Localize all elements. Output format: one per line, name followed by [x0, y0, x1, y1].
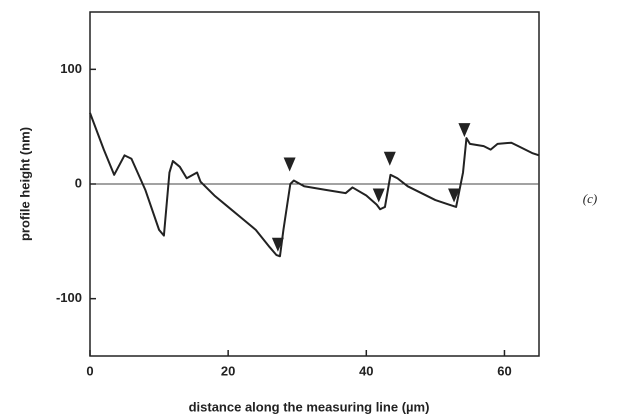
- x-tick-label: 60: [497, 363, 511, 378]
- y-tick-label: 100: [60, 61, 82, 76]
- profile-line: [89, 112, 540, 258]
- y-axis-label: profile height (nm): [17, 127, 32, 241]
- triangle-marker: [271, 237, 284, 252]
- triangle-marker: [372, 188, 385, 203]
- x-tick-label: 40: [359, 363, 373, 378]
- panel-label: (c): [583, 191, 597, 206]
- x-tick-label: 0: [86, 363, 93, 378]
- x-tick-label: 20: [221, 363, 235, 378]
- triangle-marker: [458, 123, 471, 138]
- y-tick-label: 0: [75, 175, 82, 190]
- triangle-marker: [448, 188, 461, 203]
- triangle-marker: [283, 157, 296, 172]
- x-axis-label: distance along the measuring line (µm): [189, 399, 430, 414]
- triangle-marker: [383, 151, 396, 166]
- y-tick-label: -100: [56, 290, 82, 305]
